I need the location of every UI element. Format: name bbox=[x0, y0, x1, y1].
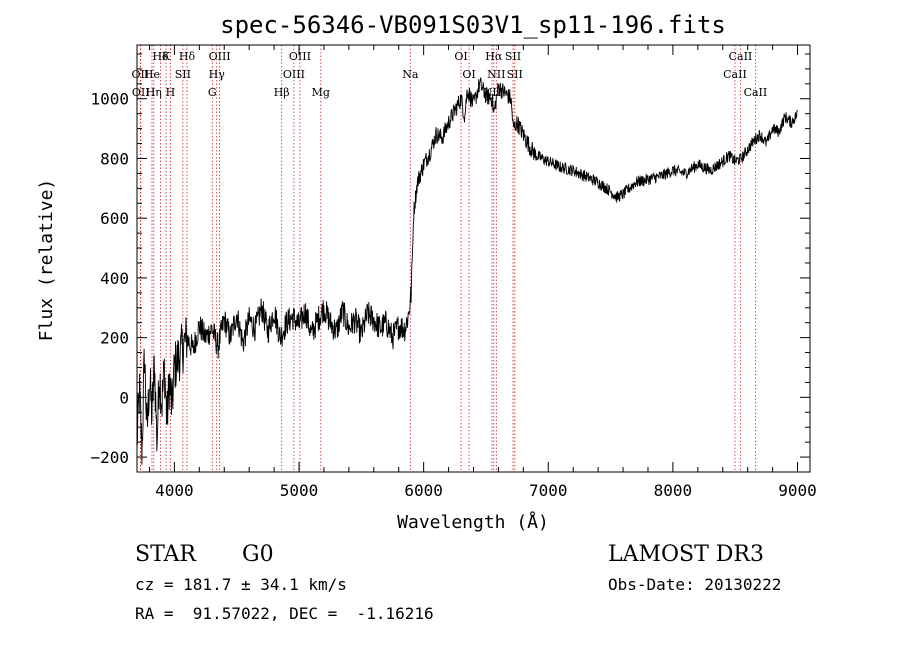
y-axis-label: Flux (relative) bbox=[36, 179, 57, 342]
y-tick-label: 800 bbox=[100, 149, 129, 168]
object-subclass: G0 bbox=[242, 542, 274, 567]
coordinates-readout: RA = 91.57022, DEC = -1.16216 bbox=[135, 604, 434, 623]
x-tick-label: 7000 bbox=[529, 481, 568, 500]
line-label: OII bbox=[132, 86, 150, 99]
line-label: H bbox=[166, 86, 176, 99]
line-label: SII bbox=[507, 68, 523, 81]
redshift-readout: cz = 181.7 ± 34.1 km/s bbox=[135, 575, 347, 594]
x-tick-label: 8000 bbox=[654, 481, 693, 500]
line-label: SII bbox=[505, 50, 521, 63]
line-label: Hβ bbox=[274, 86, 290, 99]
line-label: OIII bbox=[283, 68, 305, 81]
spectral-line-markers bbox=[139, 45, 756, 472]
x-tick-label: 5000 bbox=[280, 481, 319, 500]
y-tick-label: 1000 bbox=[90, 90, 129, 109]
line-label: Hγ bbox=[209, 68, 226, 81]
line-label: CaII bbox=[723, 68, 747, 81]
line-label: CaII bbox=[729, 50, 753, 63]
line-label: Na bbox=[402, 68, 419, 81]
line-label: SII bbox=[175, 68, 191, 81]
line-label: OIII bbox=[209, 50, 231, 63]
line-label: Hδ bbox=[152, 50, 169, 63]
line-label: K bbox=[162, 50, 171, 63]
y-axis: −200 0 200 400 600 800 1000 bbox=[90, 53, 810, 467]
line-label: OI bbox=[454, 50, 467, 63]
chart-title: spec-56346-VB091S03V1_sp11-196.fits bbox=[220, 11, 726, 39]
y-tick-label: 0 bbox=[119, 388, 129, 407]
line-label: CaII bbox=[744, 86, 768, 99]
survey-name: LAMOST DR3 bbox=[608, 542, 764, 567]
line-label: OI bbox=[462, 68, 475, 81]
line-label: Hδ bbox=[179, 50, 196, 63]
spectrum-layer bbox=[136, 77, 798, 465]
line-label: He bbox=[144, 68, 160, 81]
line-label: OII bbox=[132, 68, 150, 81]
x-axis: 4000 5000 6000 7000 8000 9000 bbox=[148, 45, 817, 500]
x-axis-label: Wavelength (Å) bbox=[397, 511, 549, 533]
y-tick-label: −200 bbox=[90, 448, 129, 467]
y-tick-label: 200 bbox=[100, 329, 129, 348]
line-label: NII bbox=[487, 68, 505, 81]
x-tick-label: 4000 bbox=[155, 481, 194, 500]
line-label: OIII bbox=[289, 50, 311, 63]
x-tick-label: 9000 bbox=[778, 481, 817, 500]
flux-trace bbox=[136, 77, 798, 465]
line-label: Mg bbox=[312, 86, 330, 99]
line-label: Hη bbox=[146, 86, 162, 99]
obs-date-readout: Obs-Date: 20130222 bbox=[608, 575, 781, 594]
line-label: Hα bbox=[485, 50, 503, 63]
y-tick-label: 400 bbox=[100, 269, 129, 288]
plot-frame bbox=[136, 44, 811, 473]
x-tick-label: 6000 bbox=[404, 481, 443, 500]
y-tick-label: 600 bbox=[100, 209, 129, 228]
line-label: G bbox=[208, 86, 217, 99]
object-class: STAR bbox=[135, 542, 197, 567]
